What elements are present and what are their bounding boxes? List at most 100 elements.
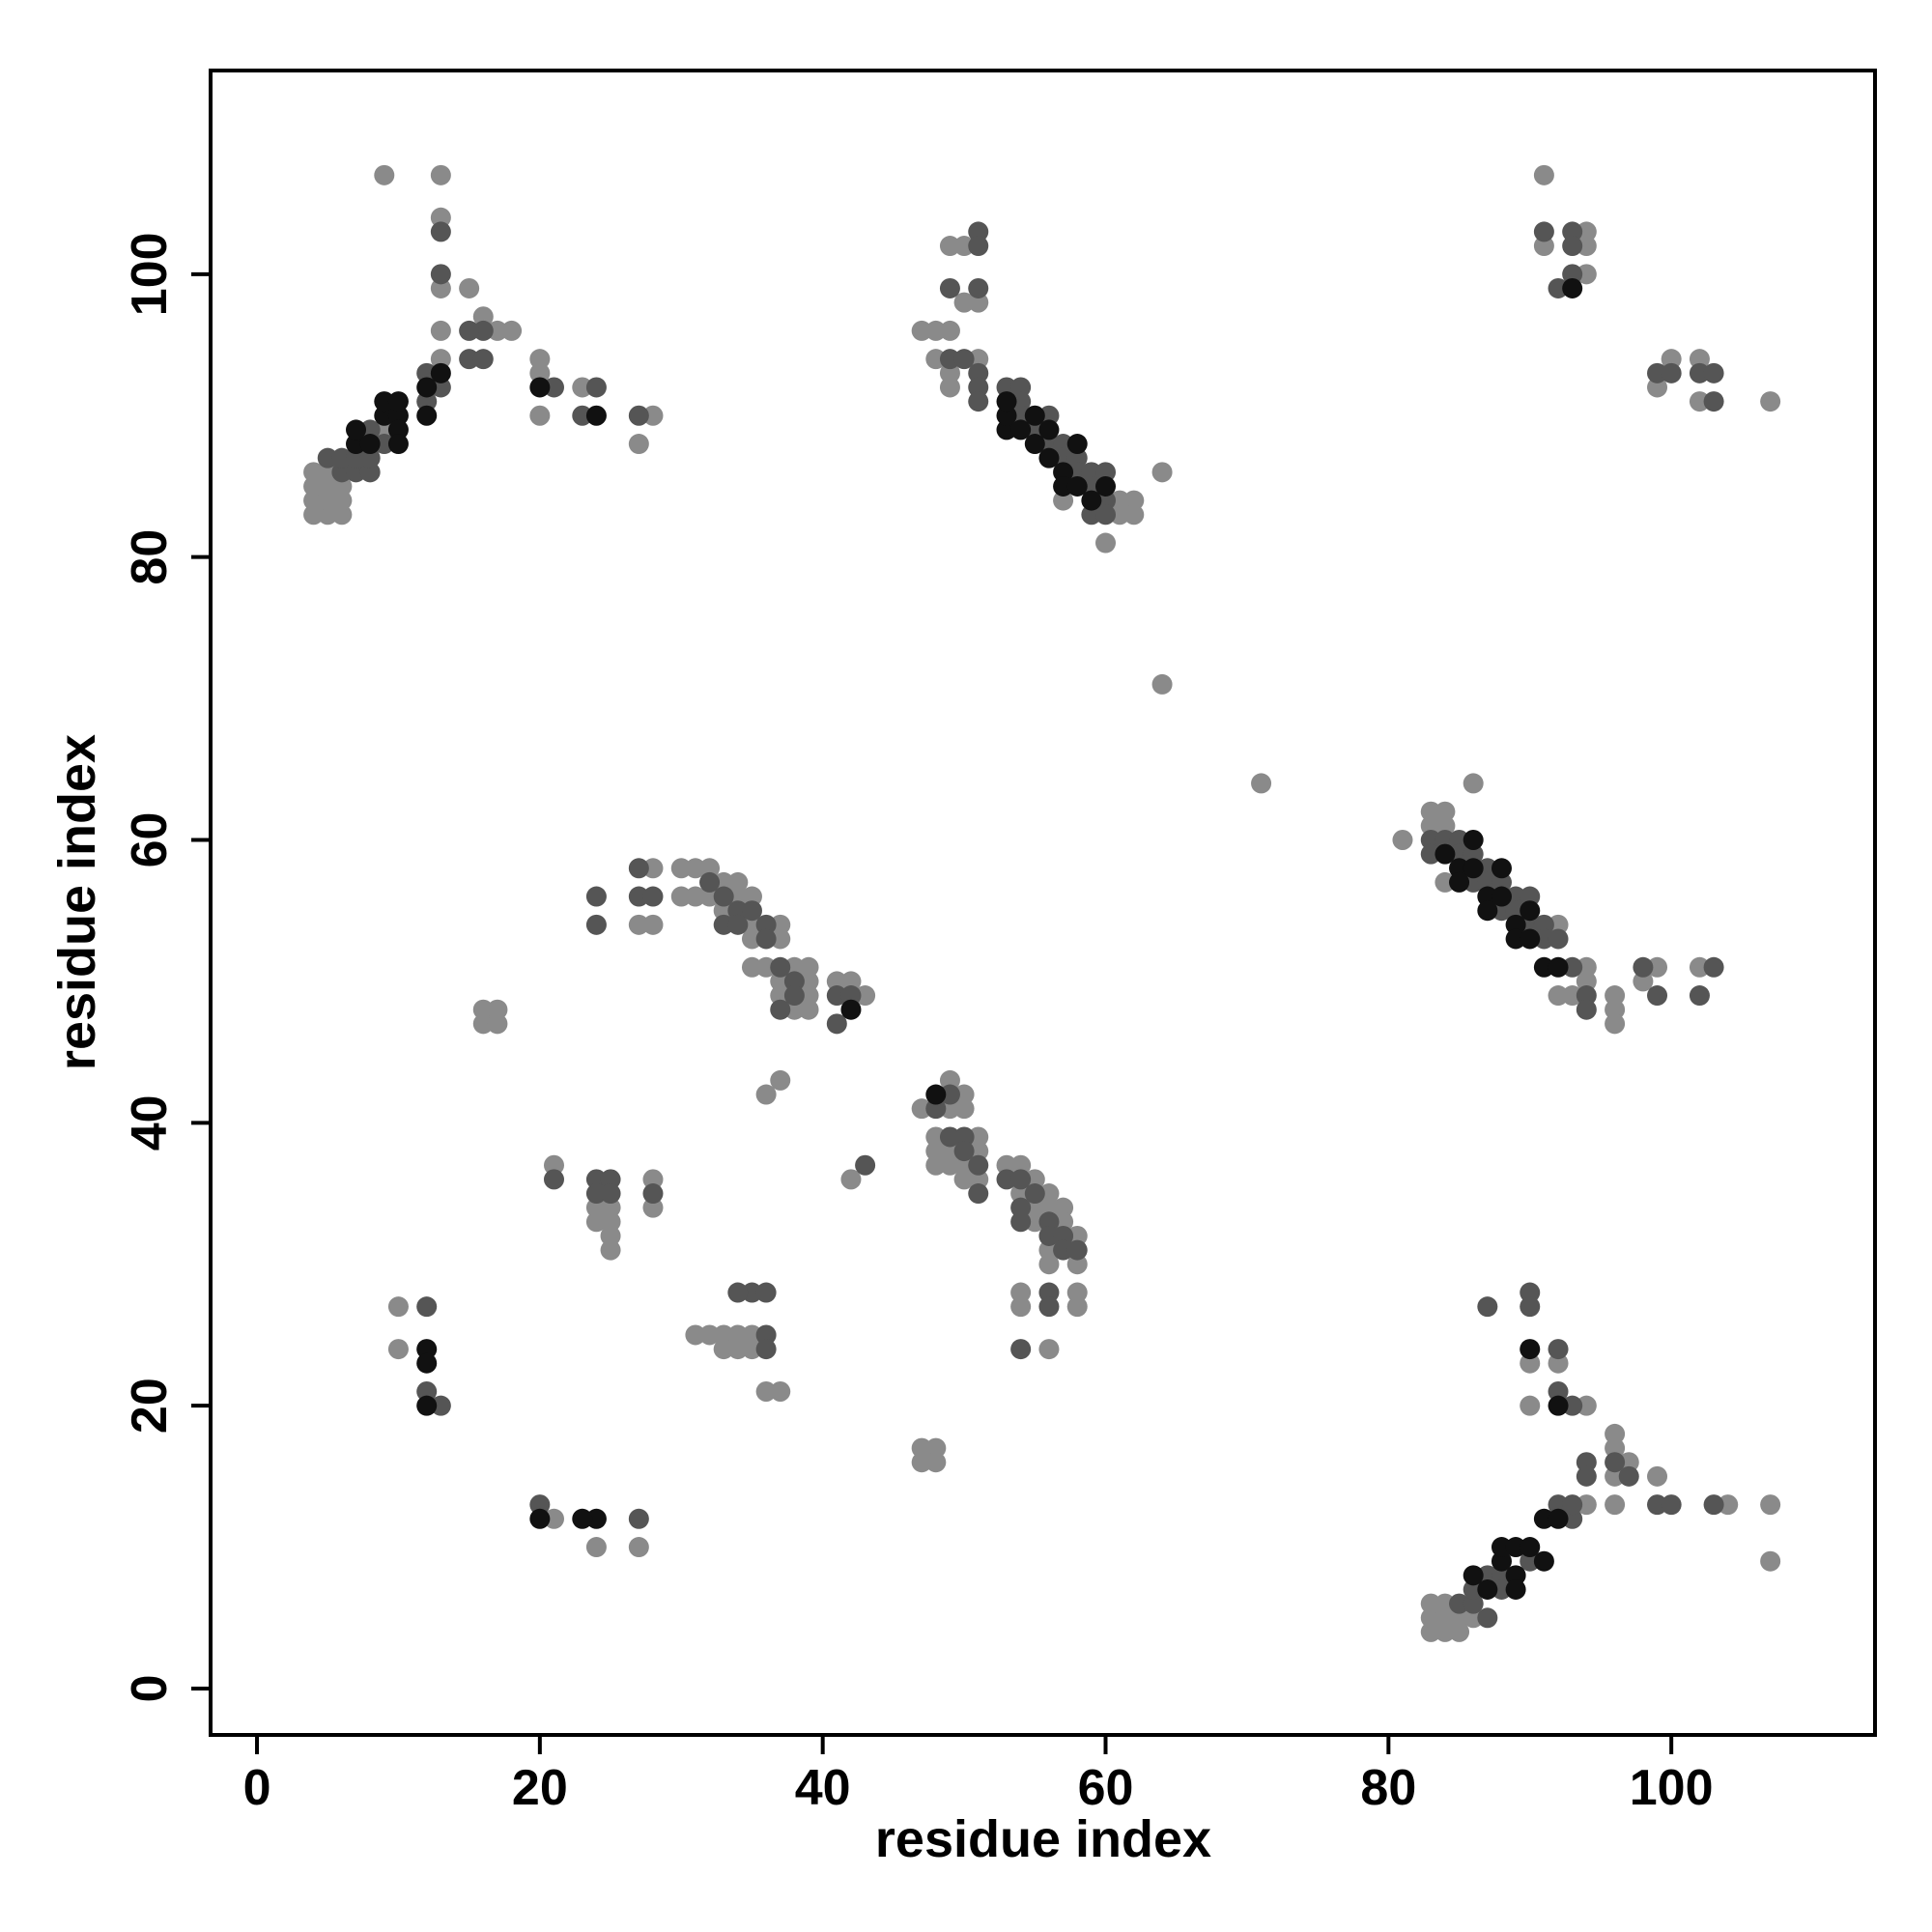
point: [1605, 999, 1626, 1020]
point: [529, 1508, 551, 1529]
point: [1661, 362, 1682, 384]
point: [1689, 985, 1710, 1007]
point: [1463, 773, 1484, 794]
point: [1123, 504, 1145, 526]
point: [727, 1324, 749, 1346]
point: [1477, 1296, 1498, 1318]
point: [1533, 1508, 1554, 1529]
point: [968, 349, 989, 370]
point: [1548, 1352, 1569, 1374]
point: [1420, 829, 1441, 850]
point: [1053, 1225, 1074, 1246]
point: [1618, 1465, 1639, 1487]
point: [1562, 1395, 1583, 1416]
point: [572, 1508, 593, 1529]
point: [939, 236, 960, 257]
y-tick-label: 0: [122, 1675, 178, 1703]
point: [1010, 1296, 1032, 1318]
point: [1081, 504, 1102, 526]
point: [1576, 1465, 1597, 1487]
point: [1053, 447, 1074, 469]
point: [1605, 1423, 1626, 1444]
point: [1562, 1508, 1583, 1529]
point: [416, 1339, 438, 1360]
point: [939, 1069, 960, 1091]
point: [953, 292, 975, 313]
point: [1095, 490, 1117, 511]
point: [529, 1494, 551, 1516]
point: [1435, 801, 1456, 822]
point: [430, 221, 451, 242]
point: [1053, 1211, 1074, 1233]
point: [1095, 475, 1117, 497]
point: [359, 462, 381, 483]
point: [1123, 490, 1145, 511]
point: [1491, 858, 1512, 879]
point: [713, 1324, 734, 1346]
point: [1024, 405, 1045, 426]
point: [1066, 475, 1088, 497]
point: [1548, 1508, 1569, 1529]
point: [1576, 264, 1597, 285]
point: [1689, 362, 1710, 384]
y-tick-label: 100: [122, 232, 178, 316]
point: [1095, 504, 1117, 526]
point: [685, 1324, 706, 1346]
point: [699, 858, 721, 879]
point: [713, 1339, 734, 1360]
point: [359, 434, 381, 455]
point: [317, 462, 338, 483]
point: [783, 971, 805, 992]
point: [925, 1141, 947, 1162]
point: [1435, 1607, 1456, 1629]
point: [713, 871, 734, 893]
point: [1392, 829, 1413, 850]
point: [855, 1154, 876, 1176]
point: [1520, 1395, 1541, 1416]
point: [585, 1537, 607, 1558]
y-tick-label: 60: [122, 812, 178, 868]
point: [855, 985, 876, 1007]
point: [1053, 462, 1074, 483]
y-axis-label: residue index: [48, 734, 106, 1070]
point: [968, 1126, 989, 1148]
point: [585, 914, 607, 935]
point: [430, 377, 451, 398]
point: [1010, 1282, 1032, 1303]
point: [1491, 1550, 1512, 1572]
point: [331, 490, 353, 511]
point: [770, 999, 791, 1020]
point: [670, 886, 692, 907]
point: [996, 419, 1017, 440]
point: [770, 971, 791, 992]
point: [1010, 1339, 1032, 1360]
point: [1703, 956, 1724, 978]
point: [1477, 858, 1498, 879]
point: [1449, 871, 1470, 893]
point: [713, 886, 734, 907]
point: [939, 1154, 960, 1176]
point: [1066, 1296, 1088, 1318]
point: [685, 858, 706, 879]
point: [1605, 1437, 1626, 1459]
point: [1520, 1296, 1541, 1318]
point: [585, 377, 607, 398]
point: [1491, 900, 1512, 922]
point: [1420, 815, 1441, 837]
point: [387, 391, 409, 412]
point: [642, 1183, 664, 1205]
point: [628, 1508, 649, 1529]
point: [1491, 886, 1512, 907]
x-tick-label: 60: [1078, 1760, 1134, 1816]
point: [303, 475, 325, 497]
point: [1151, 462, 1173, 483]
point: [1010, 1154, 1032, 1176]
point: [1533, 236, 1554, 257]
point: [1024, 419, 1045, 440]
point: [303, 504, 325, 526]
point: [600, 1169, 621, 1190]
point: [1576, 956, 1597, 978]
point: [1689, 349, 1710, 370]
point: [1647, 1494, 1668, 1516]
